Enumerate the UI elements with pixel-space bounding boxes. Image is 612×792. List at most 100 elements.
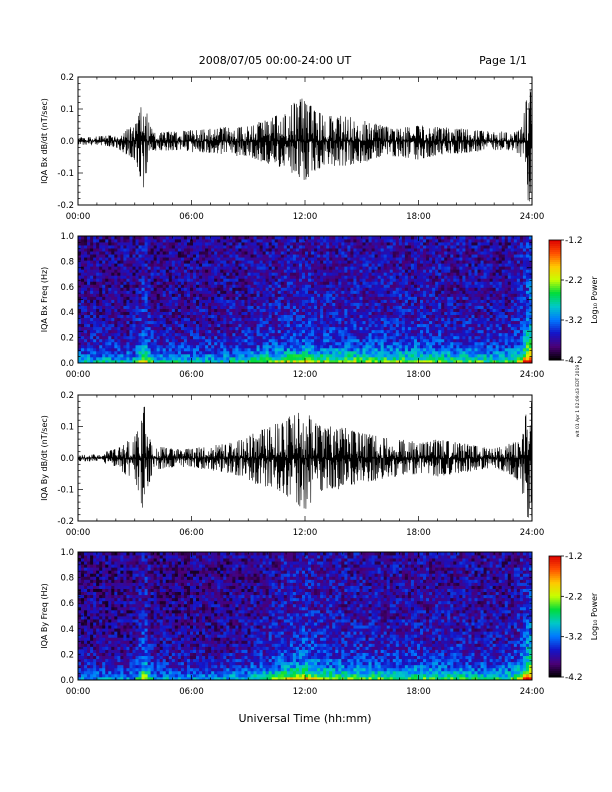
spectrogram-cell: [220, 357, 223, 360]
spectrogram-cell: [145, 300, 148, 303]
spectrogram-cell: [344, 327, 347, 330]
spectrogram-cell: [335, 266, 338, 269]
spectrogram-cell: [232, 257, 235, 260]
spectrogram-cell: [411, 245, 414, 248]
spectrogram-cell: [142, 242, 145, 245]
spectrogram-cell: [393, 300, 396, 303]
spectrogram-cell: [193, 330, 196, 333]
spectrogram-cell: [87, 248, 90, 251]
spectrogram-cell: [123, 306, 126, 309]
spectrogram-cell: [208, 281, 211, 284]
spectrogram-cell: [169, 239, 172, 242]
spectrogram-cell: [172, 239, 175, 242]
spectrogram-cell: [166, 251, 169, 254]
spectrogram-cell: [154, 248, 157, 251]
spectrogram-cell: [341, 303, 344, 306]
spectrogram-cell: [335, 293, 338, 296]
spectrogram-cell: [311, 300, 314, 303]
spectrogram-cell: [199, 281, 202, 284]
spectrogram-cell: [232, 333, 235, 336]
spectrogram-cell: [123, 293, 126, 296]
spectrogram-cell: [299, 281, 302, 284]
spectrogram-cell: [220, 293, 223, 296]
spectrogram-cell: [235, 333, 238, 336]
spectrogram-cell: [178, 327, 181, 330]
spectrogram-cell: [235, 275, 238, 278]
spectrogram-cell: [145, 251, 148, 254]
spectrogram-cell: [87, 293, 90, 296]
spectrogram-cell: [393, 239, 396, 242]
spectrogram-cell: [275, 303, 278, 306]
spectrogram-cell: [238, 275, 241, 278]
spectrogram-cell: [338, 272, 341, 275]
spectrogram-cell: [411, 339, 414, 342]
spectrogram-cell: [341, 266, 344, 269]
spectrogram-cell: [423, 300, 426, 303]
spectrogram-cell: [423, 339, 426, 342]
spectrogram-cell: [399, 336, 402, 339]
spectrogram-cell: [235, 284, 238, 287]
spectrogram-cell: [229, 321, 232, 324]
spectrogram-cell: [154, 354, 157, 357]
spectrogram-cell: [196, 336, 199, 339]
spectrogram-cell: [423, 290, 426, 293]
spectrogram-cell: [257, 321, 260, 324]
spectrogram-cell: [290, 281, 293, 284]
spectrogram-cell: [275, 309, 278, 312]
spectrogram-cell: [411, 239, 414, 242]
spectrogram-cell: [187, 342, 190, 345]
spectrogram-cell: [163, 324, 166, 327]
spectrogram-cell: [172, 242, 175, 245]
spectrogram-cell: [190, 293, 193, 296]
spectrogram-cell: [423, 357, 426, 360]
spectrogram-cell: [308, 260, 311, 263]
spectrogram-cell: [372, 357, 375, 360]
spectrogram-cell: [139, 321, 142, 324]
spectrogram-cell: [81, 327, 84, 330]
spectrogram-cell: [260, 345, 263, 348]
spectrogram-cell: [399, 357, 402, 360]
spectrogram-cell: [281, 287, 284, 290]
spectrogram-cell: [169, 351, 172, 354]
spectrogram-cell: [356, 263, 359, 266]
spectrogram-cell: [160, 254, 163, 257]
spectrogram-cell: [411, 263, 414, 266]
spectrogram-cell: [163, 284, 166, 287]
spectrogram-cell: [269, 345, 272, 348]
spectrogram-cell: [223, 303, 226, 306]
spectrogram-cell: [378, 348, 381, 351]
spectrogram-cell: [308, 339, 311, 342]
spectrogram-cell: [390, 336, 393, 339]
spectrogram-cell: [87, 357, 90, 360]
spectrogram-cell: [375, 236, 378, 239]
spectrogram-cell: [181, 300, 184, 303]
spectrogram-cell: [353, 239, 356, 242]
spectrogram-cell: [81, 260, 84, 263]
spectrogram-cell: [320, 281, 323, 284]
spectrogram-cell: [275, 266, 278, 269]
spectrogram-cell: [387, 351, 390, 354]
spectrogram-cell: [396, 239, 399, 242]
spectrogram-cell: [205, 321, 208, 324]
spectrogram-cell: [151, 296, 154, 299]
spectrogram-cell: [347, 345, 350, 348]
spectrogram-cell: [175, 354, 178, 357]
spectrogram-cell: [293, 306, 296, 309]
spectrogram-cell: [81, 345, 84, 348]
spectrogram-cell: [332, 300, 335, 303]
spectrogram-cell: [81, 275, 84, 278]
spectrogram-cell: [369, 354, 372, 357]
spectrogram-cell: [226, 330, 229, 333]
spectrogram-cell: [238, 345, 241, 348]
spectrogram-cell: [414, 263, 417, 266]
spectrogram-cell: [145, 348, 148, 351]
spectrogram-cell: [369, 281, 372, 284]
spectrogram-cell: [136, 269, 139, 272]
spectrogram-cell: [366, 315, 369, 318]
spectrogram-cell: [317, 269, 320, 272]
spectrogram-cell: [378, 260, 381, 263]
spectrogram-cell: [223, 278, 226, 281]
spectrogram-cell: [263, 248, 266, 251]
spectrogram-cell: [205, 303, 208, 306]
spectrogram-cell: [308, 254, 311, 257]
